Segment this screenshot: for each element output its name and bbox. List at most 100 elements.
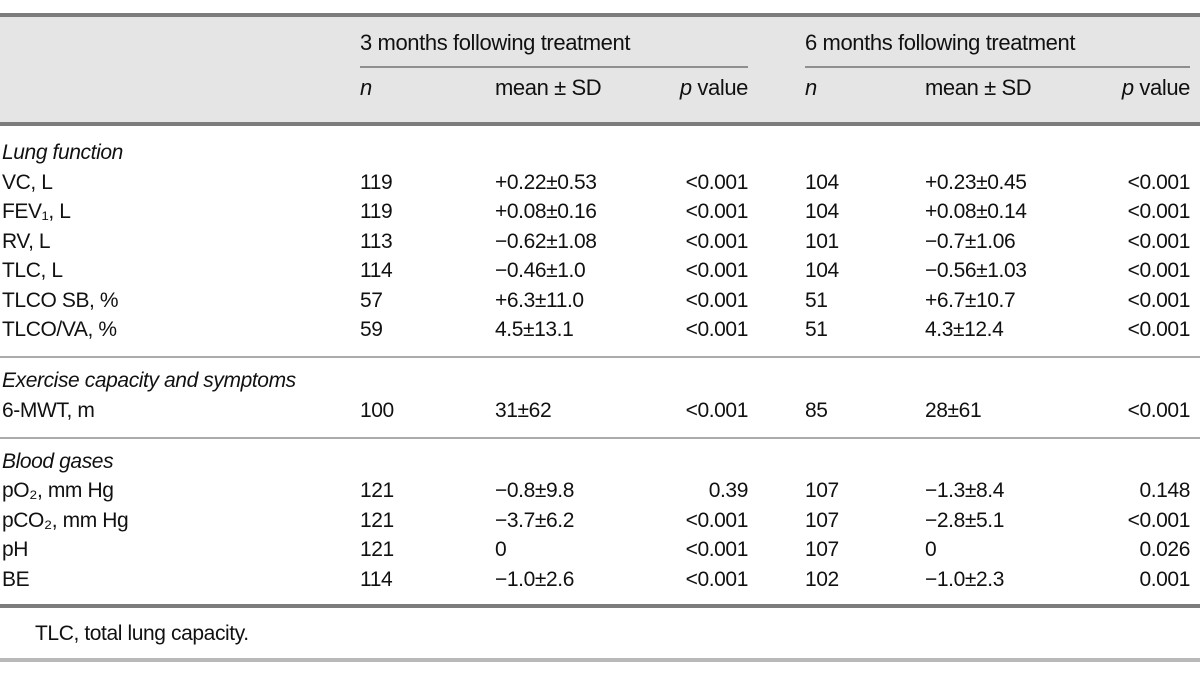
table-row: pO₂, mm Hg 121 −0.8±9.8 0.39 107 −1.3±8.… [0,477,1200,507]
cell-n-3mo: 114 [360,259,393,283]
subheader-pvalue-6mo: p value [1097,75,1191,101]
section-exercise-capacity: Exercise capacity and symptoms 6-MWT, m … [0,366,1200,426]
cell-p-6mo: 0.026 [1139,538,1190,562]
footnote-row: TLC, total lung capacity. [0,608,1200,658]
table-row: VC, L 119 +0.22±0.53 <0.001 104 +0.23±0.… [0,168,1200,198]
row-label: pCO₂, mm Hg [2,508,129,532]
cell-n-6mo: 104 [805,259,839,283]
cell-n-6mo: 102 [805,567,839,591]
cell-n-6mo: 51 [805,288,828,312]
subheader-mean-3mo: mean ± SD [495,75,602,100]
cell-p-3mo: <0.001 [685,259,749,283]
cell-n-3mo: 121 [360,479,394,503]
cell-mean-6mo: −0.56±1.03 [925,259,1027,283]
table-footnote: TLC, total lung capacity. [35,621,249,645]
subheader-p-italic: p [679,75,692,100]
cell-mean-6mo: −0.7±1.06 [925,229,1016,253]
cell-p-3mo: <0.001 [685,170,749,194]
table-top-rule [0,13,1200,17]
cell-n-6mo: 107 [805,508,839,532]
cell-mean-3mo: +6.3±11.0 [495,288,584,312]
cell-mean-6mo: −1.3±8.4 [925,479,1004,503]
subheader-n-6mo: n [805,75,817,100]
cell-mean-6mo: −1.0±2.3 [925,567,1004,591]
table-header-band: 3 months following treatment 6 months fo… [0,17,1200,122]
cell-n-3mo: 119 [360,200,393,224]
cell-mean-6mo: 4.3±12.4 [925,318,1004,342]
subheader-p-italic: p [1121,75,1134,100]
subheader-p-suffix: value [1133,75,1190,100]
cell-p-3mo: <0.001 [685,288,749,312]
cell-mean-3mo: −0.8±9.8 [495,479,574,503]
header-bottom-rule [0,122,1200,126]
row-label: BE [2,567,30,591]
cell-mean-6mo: −2.8±5.1 [925,508,1004,532]
cell-mean-6mo: +0.08±0.14 [925,200,1027,224]
cell-n-6mo: 51 [805,318,828,342]
cell-n-6mo: 104 [805,170,839,194]
cell-p-3mo: 0.39 [708,479,749,503]
cell-p-6mo: <0.001 [1127,508,1191,532]
cell-n-6mo: 104 [805,200,839,224]
cell-p-3mo: <0.001 [685,538,749,562]
cell-mean-3mo: −1.0±2.6 [495,567,574,591]
cell-p-3mo: <0.001 [685,318,749,342]
subheader-n-3mo: n [360,75,372,100]
subheader-mean-6mo: mean ± SD [925,75,1032,100]
cell-p-6mo: <0.001 [1127,288,1191,312]
cell-p-3mo: <0.001 [685,200,749,224]
group-underline-6-months [805,66,1190,68]
table-row: pCO₂, mm Hg 121 −3.7±6.2 <0.001 107 −2.8… [0,506,1200,536]
section-title: Exercise capacity and symptoms [2,369,296,392]
top-margin [0,0,1200,13]
section-divider [0,436,1200,439]
cell-p-6mo: <0.001 [1127,398,1191,422]
row-label: TLCO SB, % [2,288,119,312]
table-row: 6-MWT, m 100 31±62 <0.001 85 28±61 <0.00… [0,396,1200,426]
cell-p-6mo: <0.001 [1127,200,1191,224]
table-bottom-rule [0,657,1200,662]
subheader-p-suffix: value [691,75,748,100]
cell-n-3mo: 100 [360,398,394,422]
cell-mean-3mo: +0.22±0.53 [495,170,597,194]
cell-n-6mo: 101 [805,229,839,253]
table-row: RV, L 113 −0.62±1.08 <0.001 101 −0.7±1.0… [0,227,1200,257]
column-group-row: 3 months following treatment 6 months fo… [0,30,1200,66]
cell-n-3mo: 119 [360,170,393,194]
table-row: pH 121 0 <0.001 107 0 0.026 [0,536,1200,566]
cell-p-6mo: 0.001 [1139,567,1190,591]
cell-mean-3mo: −0.62±1.08 [495,229,597,253]
subheader-row: n mean ± SD p value n mean ± SD p value [0,68,1200,108]
table-row: BE 114 −1.0±2.6 <0.001 102 −1.0±2.3 0.00… [0,565,1200,595]
cell-mean-3mo: −0.46±1.0 [495,259,586,283]
section-title: Blood gases [2,449,114,473]
table-row: TLCO/VA, % 59 4.5±13.1 <0.001 51 4.3±12.… [0,316,1200,346]
row-label: RV, L [2,229,51,253]
cell-mean-3mo: +0.08±0.16 [495,200,597,224]
cell-mean-3mo: 4.5±13.1 [495,318,574,342]
cell-p-6mo: <0.001 [1127,259,1191,283]
table-body: Lung function VC, L 119 +0.22±0.53 <0.00… [0,126,1200,595]
cell-p-6mo: <0.001 [1127,229,1191,253]
row-label: VC, L [2,170,53,194]
cell-mean-3mo: −3.7±6.2 [495,508,574,532]
cell-n-3mo: 59 [360,318,383,342]
cell-n-3mo: 121 [360,538,394,562]
cell-p-6mo: 0.148 [1139,479,1190,503]
subheader-pvalue-3mo: p value [657,75,749,101]
cell-n-6mo: 107 [805,479,839,503]
cell-mean-6mo: 0 [925,538,937,562]
cell-p-6mo: <0.001 [1127,170,1191,194]
cell-mean-6mo: 28±61 [925,398,982,422]
cell-n-3mo: 121 [360,508,394,532]
cell-p-6mo: <0.001 [1127,318,1191,342]
group-header-6-months: 6 months following treatment [805,30,1076,55]
row-label: TLC, L [2,259,63,283]
cell-mean-6mo: +0.23±0.45 [925,170,1027,194]
cell-p-3mo: <0.001 [685,229,749,253]
table-row: FEV₁, L 119 +0.08±0.16 <0.001 104 +0.08±… [0,198,1200,228]
row-label: TLCO/VA, % [2,318,117,342]
row-label: pH [2,538,29,562]
table-row: TLCO SB, % 57 +6.3±11.0 <0.001 51 +6.7±1… [0,286,1200,316]
